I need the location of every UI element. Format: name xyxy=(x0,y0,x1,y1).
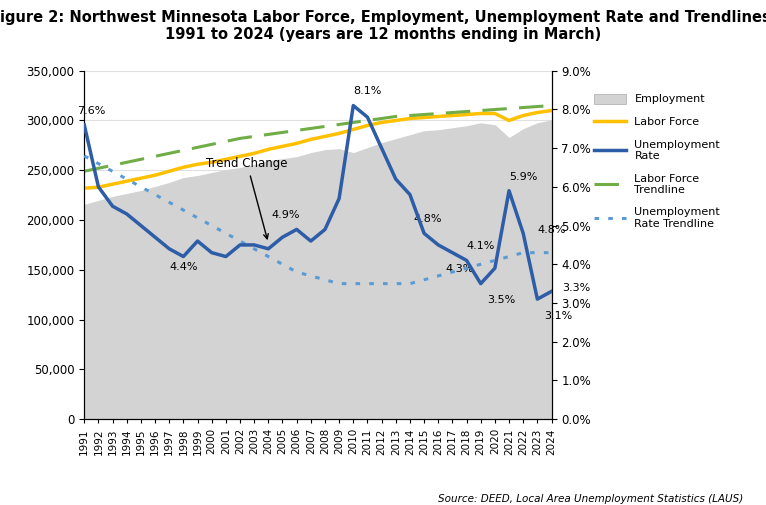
Text: 4.4%: 4.4% xyxy=(169,262,198,272)
Text: 4.8%: 4.8% xyxy=(413,214,441,224)
Text: 5.9%: 5.9% xyxy=(509,172,538,182)
Text: 3.5%: 3.5% xyxy=(488,295,516,305)
Text: 4.9%: 4.9% xyxy=(271,210,300,220)
Text: 4.1%: 4.1% xyxy=(466,241,495,251)
Legend: Employment, Labor Force, Unemployment
Rate, Labor Force
Trendline, Unemployment
: Employment, Labor Force, Unemployment Ra… xyxy=(594,94,720,229)
Text: 4.8%: 4.8% xyxy=(537,225,565,235)
Text: 3.3%: 3.3% xyxy=(563,283,591,293)
Text: 3.1%: 3.1% xyxy=(545,311,572,321)
Text: Figure 2: Northwest Minnesota Labor Force, Employment, Unemployment Rate and Tre: Figure 2: Northwest Minnesota Labor Forc… xyxy=(0,10,766,42)
Text: 8.1%: 8.1% xyxy=(353,86,381,96)
Text: Source: DEED, Local Area Unemployment Statistics (LAUS): Source: DEED, Local Area Unemployment St… xyxy=(438,494,743,504)
Text: 4.3%: 4.3% xyxy=(445,264,473,274)
Text: Trend Change: Trend Change xyxy=(206,158,288,239)
Text: 7.6%: 7.6% xyxy=(77,106,106,116)
